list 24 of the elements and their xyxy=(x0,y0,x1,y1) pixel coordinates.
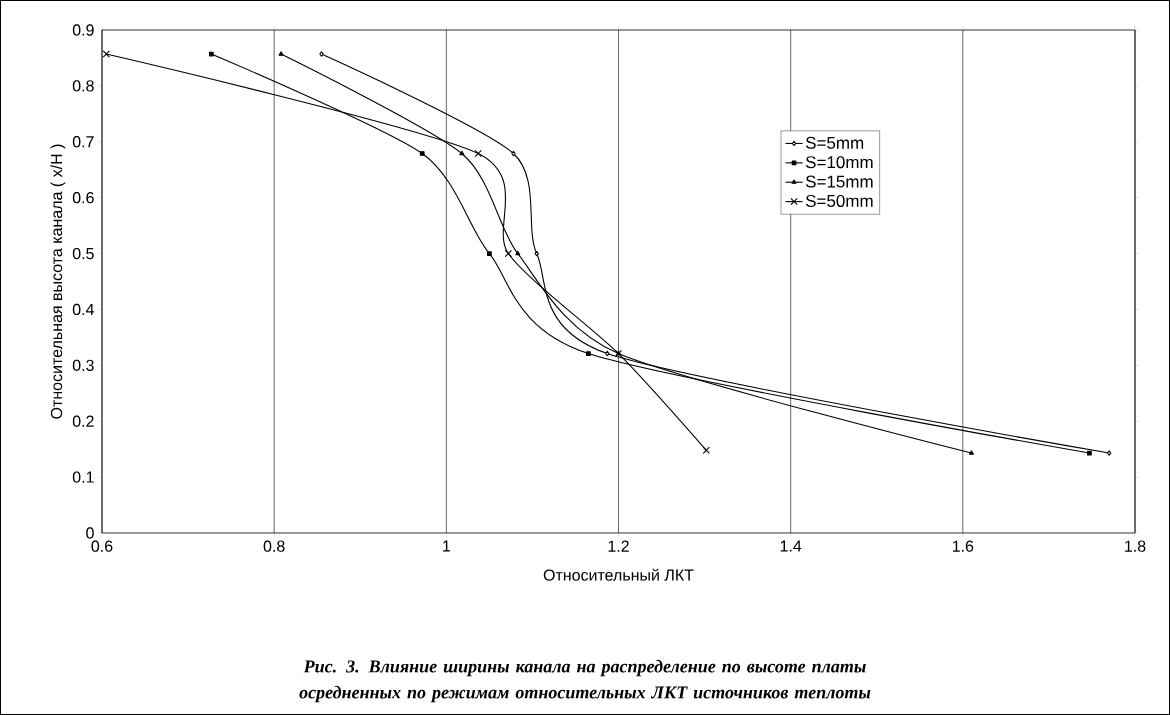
x-tick-label: 1.2 xyxy=(608,540,629,552)
x-tick-label: 1.4 xyxy=(780,540,802,552)
y-tick-label: 0.8 xyxy=(72,80,94,92)
legend-label: S=10mm xyxy=(805,156,873,169)
y-tick-label: 0.7 xyxy=(72,136,94,148)
y-tick-label: 0.6 xyxy=(72,192,94,204)
y-tick-label: 0.9 xyxy=(72,24,94,36)
legend-label: S=15mm xyxy=(805,175,873,188)
legend-label: S=5mm xyxy=(805,136,864,149)
legend-label: S=50mm xyxy=(805,194,873,207)
y-tick-label: 0.4 xyxy=(72,303,94,316)
y-tick-label: 0.3 xyxy=(72,359,94,371)
x-tick-label: 0.8 xyxy=(263,540,285,552)
y-tick-label: 0.1 xyxy=(72,471,94,483)
x-tick-label: 1.6 xyxy=(952,540,974,552)
text: Рис. 3. Влияние ширины канала на распределение по высоте платы осредненных по режимам относительных ЛКТ источников теплоты xyxy=(299,659,871,703)
x-tick-label: 1 xyxy=(443,540,450,552)
y-tick-label: 0 xyxy=(86,527,94,539)
y-axis-title: Относительная высота канала ( x/H ) xyxy=(50,144,66,419)
y-tick-label: 0.2 xyxy=(72,415,94,427)
x-tick-label: 1.8 xyxy=(1125,540,1146,552)
y-tick-label: 0.5 xyxy=(72,247,94,260)
x-tick-label: 0.6 xyxy=(91,540,113,552)
x-axis-title: Относительный ЛКТ xyxy=(543,568,694,581)
